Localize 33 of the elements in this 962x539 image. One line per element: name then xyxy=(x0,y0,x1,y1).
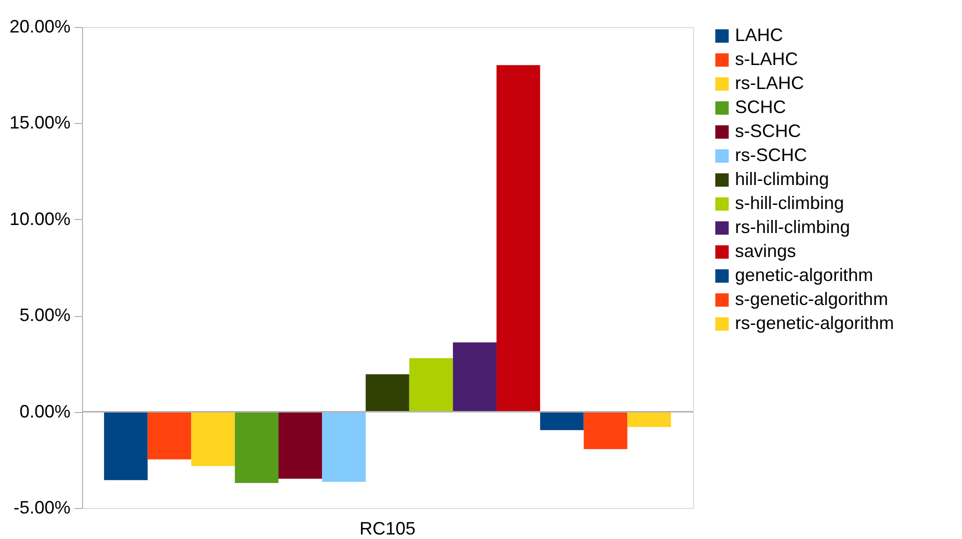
legend-label: rs-hill-climbing xyxy=(735,217,850,237)
legend-label: s-genetic-algorithm xyxy=(735,289,888,309)
legend-label: s-LAHC xyxy=(735,49,798,69)
bar xyxy=(627,412,671,427)
legend-label: s-SCHC xyxy=(735,121,801,141)
x-tick-label: RC105 xyxy=(359,518,416,538)
bar xyxy=(366,374,410,412)
bar xyxy=(452,342,497,412)
bar xyxy=(104,412,148,480)
legend-label: LAHC xyxy=(735,25,784,45)
legend-label: s-hill-climbing xyxy=(735,193,844,213)
legend-label: rs-LAHC xyxy=(735,73,804,93)
bar xyxy=(322,412,366,482)
legend-label: genetic-algorithm xyxy=(735,265,874,285)
legend-label: savings xyxy=(735,241,796,261)
bar xyxy=(278,412,322,479)
bar xyxy=(234,412,278,483)
y-tick-label: 15.00% xyxy=(9,112,70,133)
y-tick-label: 20.00% xyxy=(9,16,70,36)
y-tick-label: -5.00% xyxy=(13,498,70,518)
bar xyxy=(496,65,540,412)
y-tick-label: 5.00% xyxy=(19,305,70,326)
bar xyxy=(409,358,453,412)
y-tick-label: 0.00% xyxy=(19,401,70,422)
y-tick-label: 10.00% xyxy=(9,208,70,229)
legend-label: hill-climbing xyxy=(735,169,830,189)
legend-label: rs-SCHC xyxy=(735,145,807,165)
bar xyxy=(584,412,628,450)
legend-label: rs-genetic-algorithm xyxy=(735,313,894,333)
bar xyxy=(540,412,584,430)
bar xyxy=(148,412,192,460)
bar xyxy=(191,412,235,466)
legend-label: SCHC xyxy=(735,97,786,117)
